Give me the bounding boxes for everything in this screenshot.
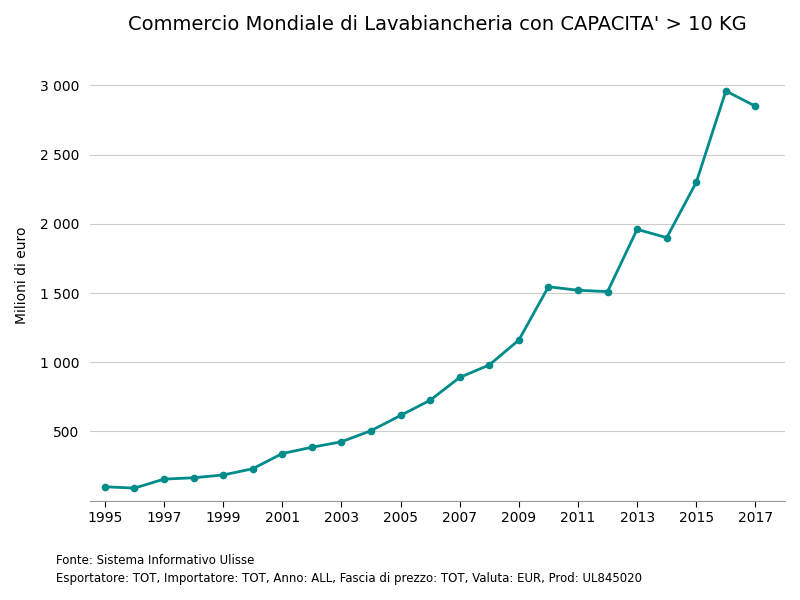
Y-axis label: Milioni di euro: Milioni di euro [15, 227, 29, 325]
Text: Fonte: Sistema Informativo Ulisse: Fonte: Sistema Informativo Ulisse [56, 554, 254, 567]
Text: Esportatore: TOT, Importatore: TOT, Anno: ALL, Fascia di prezzo: TOT, Valuta: EU: Esportatore: TOT, Importatore: TOT, Anno… [56, 572, 642, 585]
Title: Commercio Mondiale di Lavabiancheria con CAPACITA' > 10 KG: Commercio Mondiale di Lavabiancheria con… [128, 15, 747, 34]
